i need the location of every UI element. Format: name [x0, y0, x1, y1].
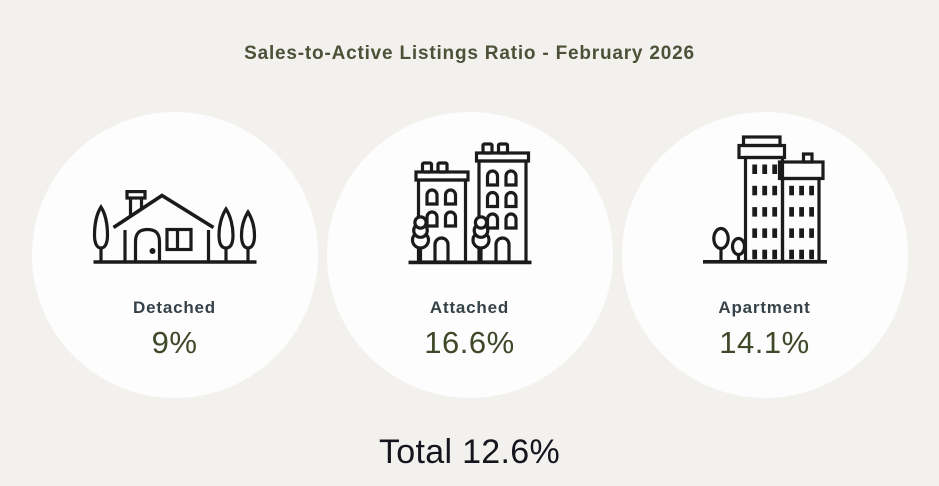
chart-title: Sales-to-Active Listings Ratio - Februar…: [244, 43, 695, 64]
detached-house-icon-svg: [92, 190, 256, 264]
total-value: 12.6%: [462, 433, 560, 471]
category-row: Detached 9%: [31, 112, 908, 398]
attached-townhouses-icon: [408, 112, 532, 266]
category-label-apartment: Apartment: [718, 298, 811, 317]
category-value-attached: 16.6%: [424, 325, 515, 360]
apartment-towers-icon: [702, 112, 828, 266]
detached-house-icon: [92, 112, 258, 266]
category-label-detached: Detached: [133, 298, 216, 317]
total-label: Total: [379, 433, 453, 471]
category-value-apartment: 14.1%: [719, 325, 810, 360]
category-card-attached: Attached 16.6%: [326, 112, 613, 398]
category-label-attached: Attached: [429, 298, 510, 317]
attached-townhouses-icon-svg: [408, 142, 531, 265]
category-value-detached: 9%: [151, 325, 198, 360]
category-card-apartment: Apartment 14.1%: [621, 112, 908, 398]
category-card-detached: Detached 9%: [31, 112, 318, 398]
apartment-towers-icon-svg: [702, 135, 827, 264]
total-text: Total 12.6%: [379, 432, 560, 472]
